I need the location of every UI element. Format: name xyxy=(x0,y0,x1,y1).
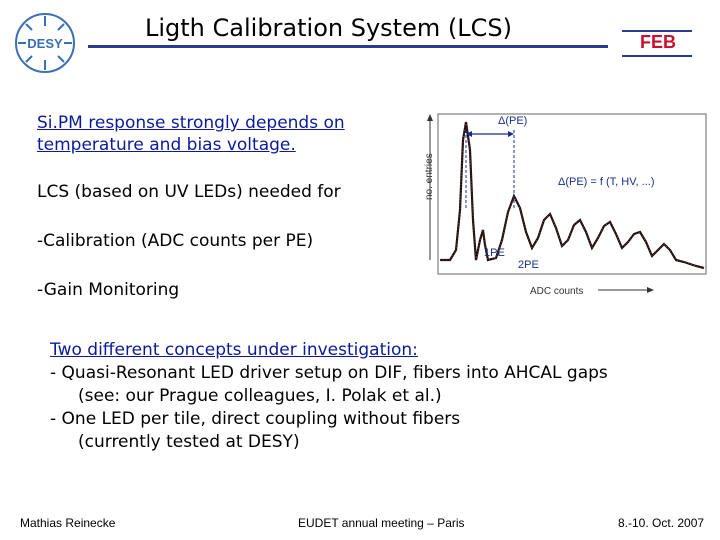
footer-date: 8.-10. Oct. 2007 xyxy=(618,516,705,530)
title-underline xyxy=(88,45,608,48)
feb-label: FEB xyxy=(640,32,676,52)
sipm-spectrum-figure: no. entries Δ(PE) Δ(PE) = f (T, HV, ...)… xyxy=(424,113,707,297)
concepts-heading: Two different concepts under investigati… xyxy=(50,340,418,360)
peak-1pe-label: 1PE xyxy=(484,247,505,259)
delta-pe-label: Δ(PE) xyxy=(498,115,527,127)
feb-rule-top xyxy=(622,30,692,32)
concept-line-4: (currently tested at DESY) xyxy=(78,432,300,452)
bullet-calibration: -Calibration (ADC counts per PE) xyxy=(37,231,314,251)
concept-line-1: - Quasi-Resonant LED driver setup on DIF… xyxy=(50,363,608,383)
concept-line-3: - One LED per tile, direct coupling with… xyxy=(50,409,461,429)
footer-event: EUDET annual meeting – Paris xyxy=(298,516,465,530)
formula-label: Δ(PE) = f (T, HV, ...) xyxy=(558,176,655,188)
concept-line-2: (see: our Prague colleagues, I. Polak et… xyxy=(78,386,442,406)
desy-logo: DESY xyxy=(15,13,75,73)
peak-2pe-label: 2PE xyxy=(518,259,539,271)
y-axis-label: no. entries xyxy=(424,153,435,200)
feb-rule-bottom xyxy=(622,55,692,57)
concepts-block: Two different concepts under investigati… xyxy=(50,339,608,454)
bullet-sipm: Si.PM response strongly depends on tempe… xyxy=(37,113,345,155)
footer-author: Mathias Reinecke xyxy=(20,516,116,530)
spectrum-trace xyxy=(440,121,705,270)
bullet-lcs: LCS (based on UV LEDs) needed for xyxy=(37,182,341,202)
x-axis-label: ADC counts xyxy=(530,286,583,297)
logo-text: DESY xyxy=(27,36,63,51)
slide-title: Ligth Calibration System (LCS) xyxy=(145,14,512,42)
bullet-gain: -Gain Monitoring xyxy=(37,280,180,300)
